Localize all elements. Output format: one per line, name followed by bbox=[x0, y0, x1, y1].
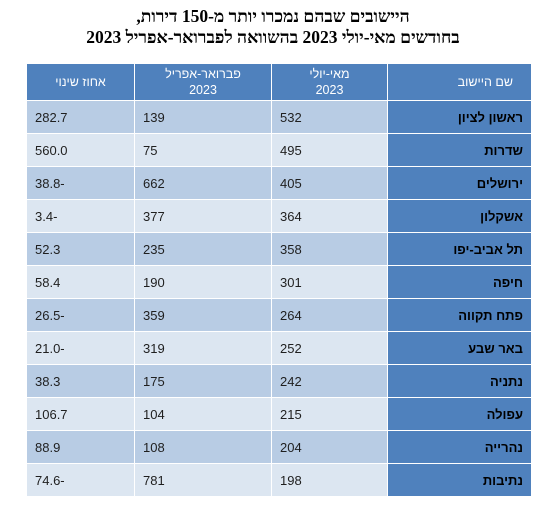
change-percent-cell: 26.5- bbox=[26, 298, 135, 332]
change-percent-cell: 58.4 bbox=[26, 265, 135, 299]
feb-apr-cell: 108 bbox=[134, 430, 272, 464]
may-jul-cell: 532 bbox=[271, 100, 388, 134]
change-percent-cell: 282.7 bbox=[26, 100, 135, 134]
table-row: באר שבע 252 319 21.0- bbox=[26, 331, 532, 365]
table-row: פתח תקווה 264 359 26.5- bbox=[26, 298, 532, 332]
may-jul-cell: 252 bbox=[271, 331, 388, 365]
header-may-jul-text: מאי-יולי 2023 bbox=[309, 67, 350, 97]
table-row: אשקלון 364 377 3.4- bbox=[26, 199, 532, 233]
may-jul-cell: 215 bbox=[271, 397, 388, 431]
document-title: היישובים שבהם נמכרו יותר מ-150 דירות, בח… bbox=[0, 6, 546, 48]
change-percent-cell: 38.8- bbox=[26, 166, 135, 200]
header-may-jul: מאי-יולי 2023 bbox=[271, 63, 388, 101]
table-body: ראשון לציון 532 139 282.7 שדרות 495 75 560.0 ירו… bbox=[26, 100, 532, 497]
change-percent-cell: 38.3 bbox=[26, 364, 135, 398]
settlement-name-cell: ראשון לציון bbox=[387, 100, 532, 134]
header-feb-apr-text: פברואר-אפריל 2023 bbox=[165, 67, 241, 97]
change-percent-cell: 3.4- bbox=[26, 199, 135, 233]
may-jul-cell: 301 bbox=[271, 265, 388, 299]
settlement-name-cell: שדרות bbox=[387, 133, 532, 167]
feb-apr-cell: 175 bbox=[134, 364, 272, 398]
settlements-table: שם היישוב מאי-יולי 2023 פברואר-אפריל 2023 … bbox=[26, 63, 532, 497]
settlement-name-cell: ירושלים bbox=[387, 166, 532, 200]
table-row: ירושלים 405 662 38.8- bbox=[26, 166, 532, 200]
feb-apr-cell: 319 bbox=[134, 331, 272, 365]
feb-apr-cell: 377 bbox=[134, 199, 272, 233]
feb-apr-cell: 781 bbox=[134, 463, 272, 497]
change-percent-cell: 74.6- bbox=[26, 463, 135, 497]
feb-apr-cell: 235 bbox=[134, 232, 272, 266]
feb-apr-cell: 75 bbox=[134, 133, 272, 167]
may-jul-cell: 198 bbox=[271, 463, 388, 497]
table-row: שדרות 495 75 560.0 bbox=[26, 133, 532, 167]
change-percent-cell: 560.0 bbox=[26, 133, 135, 167]
title-line-2: בחודשים מאי-יולי 2023 בהשוואה לפברואר-אפ… bbox=[86, 27, 460, 47]
may-jul-cell: 495 bbox=[271, 133, 388, 167]
feb-apr-cell: 359 bbox=[134, 298, 272, 332]
change-percent-cell: 52.3 bbox=[26, 232, 135, 266]
table-row: נהרייה 204 108 88.9 bbox=[26, 430, 532, 464]
may-jul-cell: 364 bbox=[271, 199, 388, 233]
settlement-name-cell: נתניה bbox=[387, 364, 532, 398]
title-line-1: היישובים שבהם נמכרו יותר מ-150 דירות, bbox=[136, 6, 410, 26]
change-percent-cell: 106.7 bbox=[26, 397, 135, 431]
table-header-row: שם היישוב מאי-יולי 2023 פברואר-אפריל 2023 … bbox=[26, 63, 532, 101]
header-settlement-name: שם היישוב bbox=[387, 63, 532, 101]
settlement-name-cell: באר שבע bbox=[387, 331, 532, 365]
settlement-name-cell: אשקלון bbox=[387, 199, 532, 233]
table-row: נתניה 242 175 38.3 bbox=[26, 364, 532, 398]
may-jul-cell: 264 bbox=[271, 298, 388, 332]
feb-apr-cell: 139 bbox=[134, 100, 272, 134]
change-percent-cell: 88.9 bbox=[26, 430, 135, 464]
settlement-name-cell: פתח תקווה bbox=[387, 298, 532, 332]
table-row: חיפה 301 190 58.4 bbox=[26, 265, 532, 299]
may-jul-cell: 405 bbox=[271, 166, 388, 200]
table-row: ראשון לציון 532 139 282.7 bbox=[26, 100, 532, 134]
may-jul-cell: 358 bbox=[271, 232, 388, 266]
may-jul-cell: 204 bbox=[271, 430, 388, 464]
settlement-name-cell: תל אביב-יפו bbox=[387, 232, 532, 266]
table-row: עפולה 215 104 106.7 bbox=[26, 397, 532, 431]
header-feb-apr: פברואר-אפריל 2023 bbox=[134, 63, 272, 101]
table-row: נתיבות 198 781 74.6- bbox=[26, 463, 532, 497]
settlement-name-cell: חיפה bbox=[387, 265, 532, 299]
settlement-name-cell: נתיבות bbox=[387, 463, 532, 497]
table-row: תל אביב-יפו 358 235 52.3 bbox=[26, 232, 532, 266]
header-change-percent: אחוז שינוי bbox=[26, 63, 135, 101]
settlement-name-cell: נהרייה bbox=[387, 430, 532, 464]
feb-apr-cell: 662 bbox=[134, 166, 272, 200]
feb-apr-cell: 190 bbox=[134, 265, 272, 299]
feb-apr-cell: 104 bbox=[134, 397, 272, 431]
change-percent-cell: 21.0- bbox=[26, 331, 135, 365]
may-jul-cell: 242 bbox=[271, 364, 388, 398]
settlement-name-cell: עפולה bbox=[387, 397, 532, 431]
